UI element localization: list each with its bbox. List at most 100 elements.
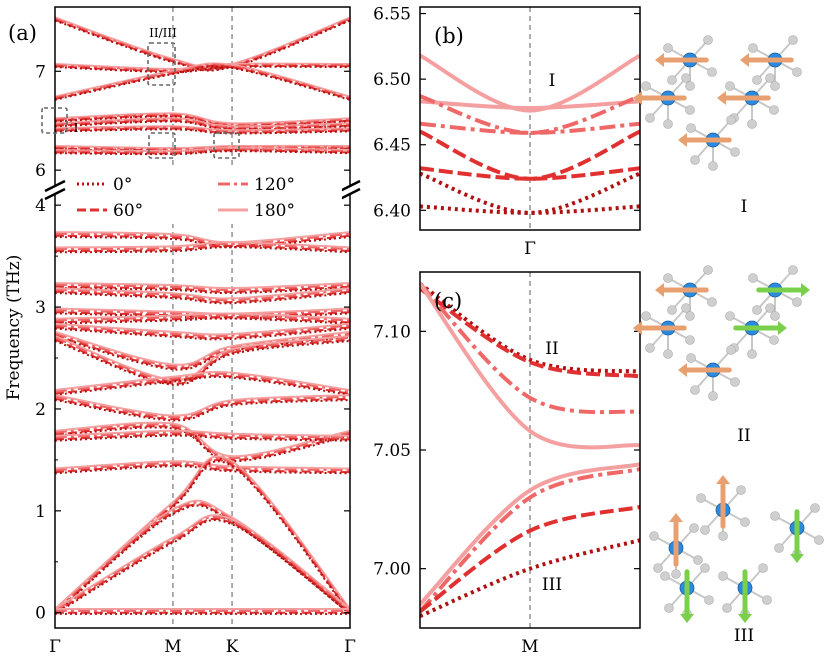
ligand-atom <box>685 81 695 91</box>
y-tick-label: 2 <box>35 400 46 420</box>
spin-arrow-head <box>740 53 749 67</box>
y-tick-label: 0 <box>35 604 46 624</box>
ligand-atom <box>814 535 824 545</box>
zoom-box <box>148 132 176 159</box>
x-tick-label: M <box>521 637 538 657</box>
ligand-atom <box>663 119 673 129</box>
band-upper-0-dashed <box>55 18 350 71</box>
band-upper-5-dashed <box>55 127 350 134</box>
spin-arrow-head <box>655 53 664 67</box>
x-tick-label: Γ <box>344 637 356 657</box>
band-lower-15-solid <box>55 499 350 610</box>
ligand-atom <box>645 113 655 123</box>
ligand-atom <box>747 349 757 359</box>
ligand-atom <box>685 311 695 321</box>
y-tick-label: 7.10 <box>373 322 411 342</box>
legend-label: 60° <box>113 201 143 221</box>
series-group <box>420 53 640 215</box>
series-5-dashdot <box>420 467 640 613</box>
inset-label: II <box>737 426 750 446</box>
panel-label-a: (a) <box>8 21 37 45</box>
y-tick-label: 7 <box>35 62 46 82</box>
band-upper-7-dashdot <box>55 148 350 154</box>
y-tick-label: 6.40 <box>373 201 411 221</box>
ligand-atom <box>707 67 717 77</box>
axis-break-mark <box>339 187 361 201</box>
ligand-atom <box>736 485 746 495</box>
ligand-atom <box>653 563 663 573</box>
ligand-atom <box>686 353 696 363</box>
band-lower-11-solid <box>55 421 350 458</box>
ligand-atom <box>660 571 670 581</box>
ligand-atom <box>671 569 681 579</box>
band-upper-7-solid <box>55 146 350 153</box>
y-tick-label: 7.05 <box>373 441 411 461</box>
x-tick-label: M <box>164 637 181 657</box>
band-lower-2-solid <box>55 282 350 290</box>
ligand-atom <box>707 297 717 307</box>
band-lower-1-dashed <box>55 244 350 252</box>
band-upper-4-solid <box>55 117 350 128</box>
mode-annotation: III <box>542 575 562 595</box>
ligand-atom <box>696 493 706 503</box>
inset-I: I <box>633 35 802 217</box>
ligand-atom <box>725 81 735 91</box>
ligand-atom <box>685 335 695 345</box>
ligand-atom <box>641 311 651 321</box>
spin-arrow-head <box>678 363 687 377</box>
band-lower-16-solid <box>55 514 350 610</box>
ligand-atom <box>748 273 758 283</box>
y-tick-label: 4 <box>35 196 46 216</box>
band-lower-11-dotted <box>55 426 350 463</box>
ligand-atom <box>703 265 713 275</box>
band-lower-0-dotted <box>55 236 350 249</box>
ligand-atom <box>663 349 673 359</box>
inset-II: II <box>633 265 810 446</box>
series-1-dashed <box>420 286 640 379</box>
spin-arrow-head <box>669 513 683 522</box>
ligand-atom <box>792 67 802 77</box>
band-lower-16-dashdot <box>55 515 350 612</box>
spin-arrow-head <box>678 133 687 147</box>
bands-upper <box>55 16 350 156</box>
ligand-atom <box>663 273 673 283</box>
band-lower-7-dashdot <box>55 332 350 368</box>
band-lower-14-solid <box>55 455 350 610</box>
series-3-solid <box>420 281 640 450</box>
band-upper-0-dashdot <box>55 17 350 70</box>
series-4-solid <box>420 462 640 607</box>
ligand-atom <box>686 123 696 133</box>
band-lower-0-dashed <box>55 234 350 247</box>
ligand-atom <box>681 303 691 313</box>
panel-a-frame <box>54 6 351 629</box>
bands-lower <box>55 231 350 615</box>
panel-label: (b) <box>434 24 464 48</box>
band-upper-2-solid <box>55 62 350 98</box>
band-upper-2-dashdot <box>55 63 350 99</box>
x-tick-label: Γ <box>524 239 536 259</box>
ligand-atom <box>762 595 772 605</box>
ligand-atom <box>703 35 713 45</box>
ligand-atom <box>689 523 699 533</box>
spin-arrow-head <box>655 283 664 297</box>
ligand-atom <box>649 531 659 541</box>
series-2-dashdot <box>420 282 640 415</box>
y-tick-label: 6 <box>35 161 46 181</box>
band-lower-15-dotted <box>55 504 350 615</box>
ligand-atom <box>667 305 677 315</box>
ligand-atom <box>788 35 798 45</box>
spin-arrow-head <box>716 475 730 484</box>
band-upper-4-dotted <box>55 120 350 131</box>
axis-break-mark <box>44 179 66 193</box>
ligand-atom <box>730 377 740 387</box>
band-lower-10-dashdot <box>55 395 350 419</box>
band-lower-9-dashdot <box>55 372 350 393</box>
panel-label: (c) <box>434 289 462 313</box>
ligand-atom <box>758 563 768 573</box>
band-lower-10-dotted <box>55 399 350 422</box>
ligand-atom <box>792 297 802 307</box>
y-tick-label: 7.00 <box>373 560 411 580</box>
band-lower-6-solid <box>55 322 350 336</box>
band-upper-4-dashdot <box>55 118 350 129</box>
